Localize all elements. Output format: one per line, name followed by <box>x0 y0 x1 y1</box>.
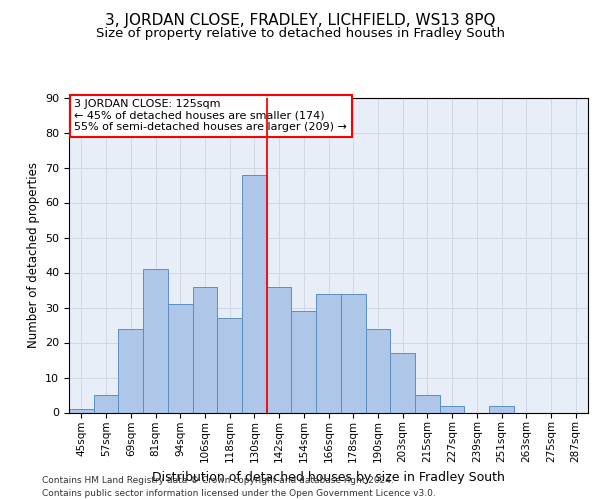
Text: 3, JORDAN CLOSE, FRADLEY, LICHFIELD, WS13 8PQ: 3, JORDAN CLOSE, FRADLEY, LICHFIELD, WS1… <box>105 12 495 28</box>
Bar <box>440 406 464 412</box>
Bar <box>69 409 94 412</box>
Bar <box>217 318 242 412</box>
Bar <box>118 328 143 412</box>
Bar <box>143 269 168 412</box>
Text: Contains public sector information licensed under the Open Government Licence v3: Contains public sector information licen… <box>42 489 436 498</box>
Bar <box>390 353 415 412</box>
Bar <box>94 395 118 412</box>
Bar <box>242 174 267 412</box>
Text: Size of property relative to detached houses in Fradley South: Size of property relative to detached ho… <box>95 28 505 40</box>
Text: Contains HM Land Registry data © Crown copyright and database right 2024.: Contains HM Land Registry data © Crown c… <box>42 476 394 485</box>
Text: 3 JORDAN CLOSE: 125sqm
← 45% of detached houses are smaller (174)
55% of semi-de: 3 JORDAN CLOSE: 125sqm ← 45% of detached… <box>74 99 347 132</box>
Y-axis label: Number of detached properties: Number of detached properties <box>26 162 40 348</box>
Bar <box>267 286 292 412</box>
X-axis label: Distribution of detached houses by size in Fradley South: Distribution of detached houses by size … <box>152 470 505 484</box>
Bar <box>292 311 316 412</box>
Bar <box>489 406 514 412</box>
Bar <box>316 294 341 412</box>
Bar <box>193 286 217 412</box>
Bar <box>341 294 365 412</box>
Bar <box>365 328 390 412</box>
Bar <box>168 304 193 412</box>
Bar <box>415 395 440 412</box>
